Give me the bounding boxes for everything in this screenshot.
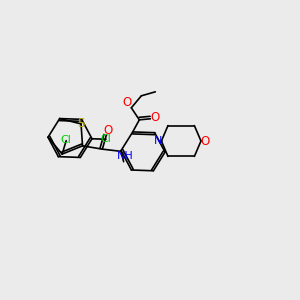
Text: NH: NH [117,151,134,161]
Text: O: O [123,96,132,109]
Text: Cl: Cl [61,135,72,145]
Text: Cl: Cl [100,134,111,144]
Text: O: O [151,111,160,124]
Text: N: N [154,136,163,146]
Text: O: O [104,124,113,136]
Text: O: O [200,134,210,148]
Text: S: S [77,117,85,130]
